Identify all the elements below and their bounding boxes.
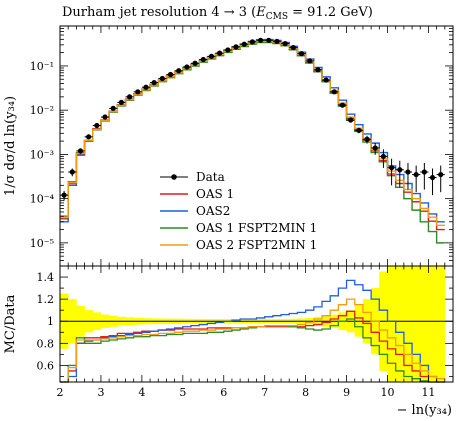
ratio-y-axis-label: MC/Data <box>3 294 18 353</box>
y-tick-label: 10⁻⁵ <box>30 237 54 250</box>
ratio-line-1 <box>60 310 445 383</box>
data-point <box>338 102 347 108</box>
data-point <box>272 38 282 44</box>
data-point <box>199 56 208 63</box>
ratio-tick-label: 1.2 <box>37 293 55 306</box>
data-point <box>158 75 167 82</box>
legend-entry: OAS2 <box>160 204 230 218</box>
x-tick-label: 11 <box>421 386 435 399</box>
y-axis-label: 1/σ dσ/d ln(y₃₄) <box>3 96 18 196</box>
data-point <box>248 39 257 45</box>
data-point <box>313 67 322 73</box>
data-point <box>264 37 273 43</box>
x-tick-label: 9 <box>343 386 350 399</box>
data-point <box>174 68 183 74</box>
uncertainty-band-bin <box>420 266 429 382</box>
data-point <box>281 41 290 47</box>
legend-label: OAS2 <box>196 204 230 218</box>
x-tick-label: 3 <box>97 386 104 399</box>
data-point <box>322 77 331 83</box>
data-point <box>403 162 413 190</box>
y-tick-label: 10⁻³ <box>30 148 54 161</box>
data-point <box>125 94 134 100</box>
chart-title: Durham jet resolution 4 → 3 (ECMS = 91.2… <box>62 5 373 22</box>
x-tick-label: 2 <box>57 386 64 399</box>
x-tick-label: 4 <box>138 386 145 399</box>
data-point <box>354 127 363 134</box>
y-tick-label: 10⁻² <box>30 104 54 117</box>
data-point <box>150 80 159 86</box>
legend-entry: OAS 2 FSPT2MIN 1 <box>160 238 317 252</box>
data-point <box>436 165 445 193</box>
legend-label: OAS 1 FSPT2MIN 1 <box>196 221 317 235</box>
ratio-tick-label: 1 <box>47 315 54 328</box>
data-point <box>362 135 372 144</box>
ratio-tick-label: 0.6 <box>37 359 55 372</box>
ratio-line-4 <box>60 298 445 383</box>
legend-entry: Data <box>160 170 225 184</box>
data-point <box>371 142 380 155</box>
x-axis-label: − ln(y₃₄) <box>397 403 452 418</box>
x-tick-label: 7 <box>261 386 268 399</box>
ratio-tick-label: 1.4 <box>37 271 55 284</box>
uncertainty-band-bin <box>387 266 396 382</box>
ratio-tick-label: 0.8 <box>37 337 55 350</box>
x-tick-label: 5 <box>179 386 186 399</box>
data-point <box>133 89 142 95</box>
uncertainty-band-bin <box>412 266 421 382</box>
data-point <box>420 162 429 190</box>
data-point <box>428 168 437 196</box>
series-line-4 <box>60 40 445 226</box>
data-point <box>412 165 421 193</box>
y-tick-label: 10⁻⁴ <box>30 193 55 206</box>
data-point <box>330 89 339 95</box>
series-line-3 <box>60 41 445 244</box>
data-point <box>387 158 396 186</box>
legend-label: Data <box>196 170 225 184</box>
uncertainty-band-bin <box>436 266 446 382</box>
x-tick-label: 10 <box>381 386 395 399</box>
y-tick-label: 10⁻¹ <box>30 60 54 73</box>
data-point <box>231 44 241 50</box>
uncertainty-band-bin <box>428 266 437 382</box>
legend-entry: OAS 1 <box>160 187 234 201</box>
data-point <box>141 84 151 90</box>
data-point <box>207 53 216 59</box>
legend-label: OAS 2 FSPT2MIN 1 <box>196 238 317 252</box>
legend-label: OAS 1 <box>196 187 234 201</box>
data-point <box>60 190 69 201</box>
legend: Data OAS 1 OAS2 OAS 1 FSPT2MIN 1 OAS 2 FSPT2… <box>160 170 317 252</box>
data-point <box>346 117 355 123</box>
data-point <box>215 50 224 56</box>
series-line-1 <box>60 40 445 231</box>
legend-entry: OAS 1 FSPT2MIN 1 <box>160 221 317 235</box>
data-point <box>117 99 126 105</box>
data-point <box>256 37 265 43</box>
uncertainty-band-bin <box>395 266 405 382</box>
data-point <box>379 149 388 168</box>
data-point <box>289 44 298 51</box>
data-point <box>76 148 85 154</box>
data-point <box>68 168 77 177</box>
data-point <box>223 47 232 53</box>
data-point <box>305 58 314 64</box>
uncertainty-band-bin <box>403 266 413 382</box>
data-point <box>240 41 249 47</box>
data-point <box>84 134 93 140</box>
data-point <box>395 160 404 188</box>
data-point <box>297 51 306 57</box>
x-tick-label: 8 <box>302 386 309 399</box>
ratio-panel: 2 3 4 5 6 7 8 9 10 11 0.6 0.8 1 1.2 1.4 <box>37 265 454 399</box>
data-point <box>191 60 200 66</box>
data-point <box>100 114 110 120</box>
data-point <box>182 64 191 70</box>
series-line-2 <box>60 38 445 223</box>
x-tick-label: 6 <box>220 386 227 399</box>
data-point <box>92 122 101 129</box>
data-point <box>109 105 118 111</box>
data-point <box>166 71 175 78</box>
